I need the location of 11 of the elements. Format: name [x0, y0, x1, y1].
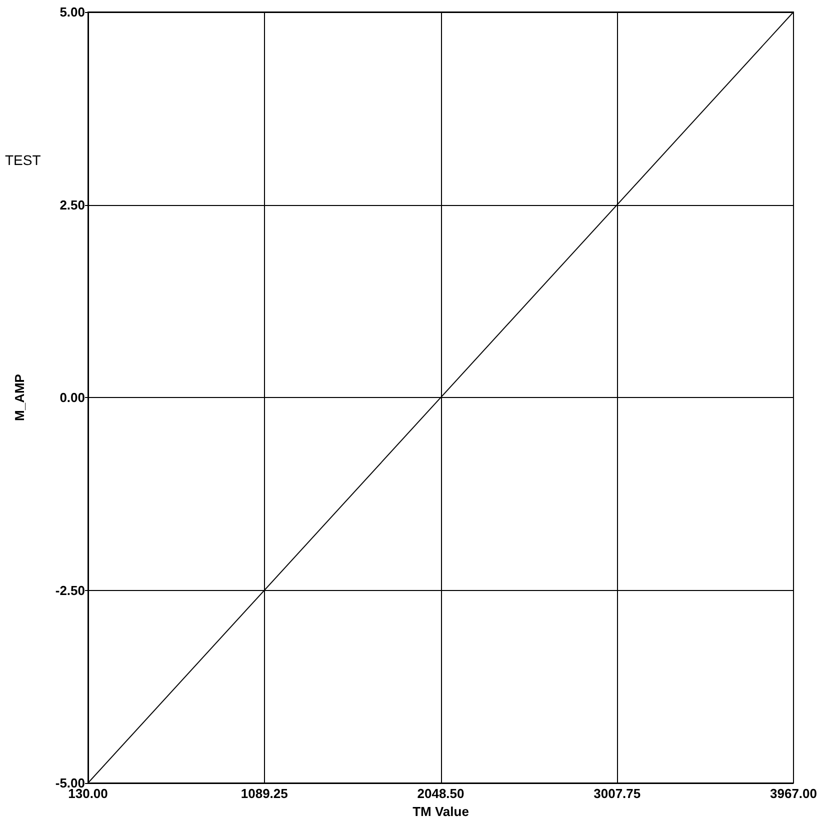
text: TEST — [5, 152, 42, 168]
x-tick-label: 3967.00 — [770, 786, 818, 801]
y-tick-label: -2.50 — [55, 582, 85, 598]
y-tick-label: 0.00 — [60, 390, 85, 405]
x-tick-label: 1089.25 — [240, 786, 288, 801]
x-axis-title: TM Value — [412, 804, 469, 819]
y-tick-label: 2.50 — [60, 197, 85, 212]
x-tick-label: 3007.75 — [594, 786, 641, 801]
x-tick-label: 2048.50 — [417, 786, 464, 801]
y-tick-label: 5.00 — [60, 4, 85, 20]
y-axis-title: M_AMP — [12, 374, 27, 421]
